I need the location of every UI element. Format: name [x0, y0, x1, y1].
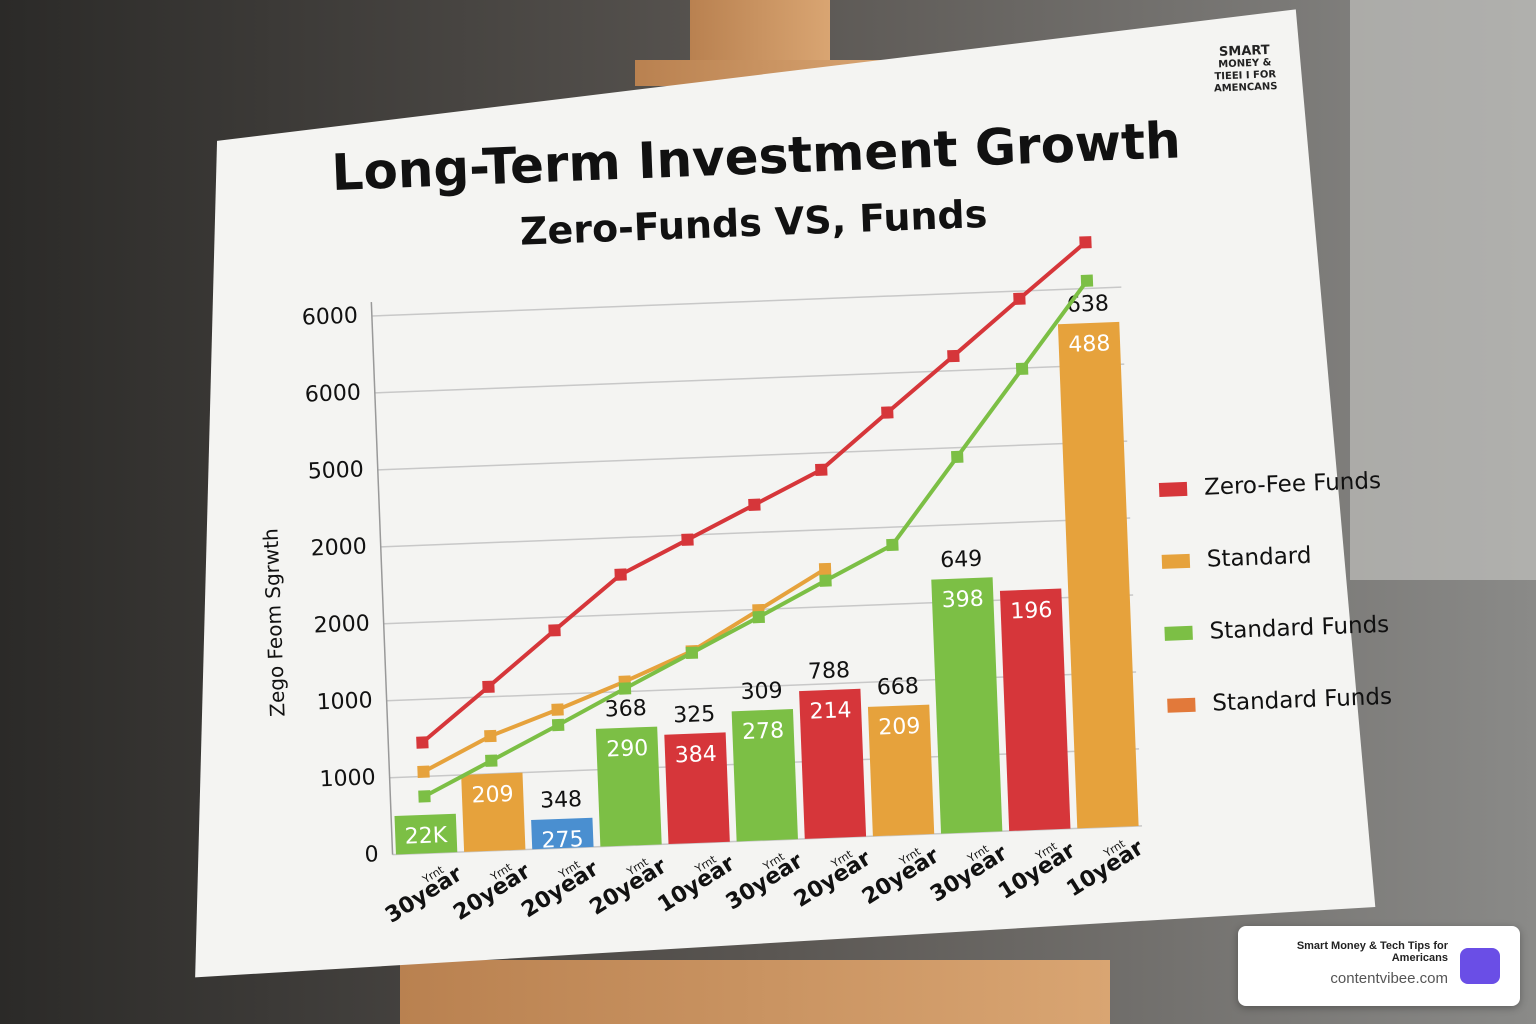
- grid-line: [374, 363, 1125, 394]
- line-marker: [548, 624, 561, 637]
- bar-top-label: 309: [740, 678, 783, 705]
- bar: [731, 709, 798, 842]
- y-tick-label: 0: [364, 842, 379, 868]
- grid-line: [380, 517, 1131, 548]
- y-tick-label: 6000: [304, 380, 361, 407]
- source-card: Smart Money & Tech Tips for Americans co…: [1238, 926, 1520, 1006]
- bar: [461, 772, 526, 852]
- card-site[interactable]: contentvibee.com: [1330, 970, 1448, 987]
- line-marker: [881, 406, 894, 419]
- line-marker: [417, 765, 430, 779]
- bar: [999, 588, 1071, 831]
- logo-line: SMART: [1219, 43, 1270, 60]
- grid-line: [371, 286, 1122, 317]
- bar: [595, 726, 662, 847]
- line-marker: [951, 450, 964, 464]
- line-marker: [815, 463, 828, 477]
- bar-inner-label: 275: [541, 827, 584, 854]
- bar-inner-label: 209: [878, 714, 921, 741]
- bar-inner-label: 22K: [404, 823, 448, 850]
- bar: [531, 817, 594, 850]
- bar-top-label: 638: [1066, 291, 1109, 318]
- line-marker: [551, 703, 564, 716]
- bar-top-label: 668: [876, 674, 919, 701]
- line-marker: [1079, 236, 1092, 249]
- y-tick-label: 1000: [319, 765, 376, 792]
- window: [1350, 0, 1536, 580]
- line-marker: [752, 610, 765, 624]
- card-tagline: Smart Money & Tech Tips for Americans: [1296, 940, 1448, 964]
- bar-inner-label: 398: [941, 587, 984, 614]
- bar: [394, 813, 458, 855]
- line-marker: [485, 754, 498, 767]
- bar-top-label: 368: [604, 696, 647, 723]
- legend-swatch: [1161, 553, 1191, 569]
- bar: [931, 577, 1003, 834]
- bar-inner-label: 196: [1010, 598, 1053, 625]
- y-tick-label: 2000: [310, 534, 367, 561]
- bar-inner-label: 278: [742, 718, 785, 745]
- line-marker: [685, 646, 699, 660]
- grid-line: [377, 440, 1128, 471]
- line-marker: [551, 718, 565, 732]
- bar: [867, 704, 935, 837]
- bar-inner-label: 290: [606, 736, 649, 763]
- legend-swatch: [1158, 481, 1188, 497]
- bar-inner-label: 209: [471, 782, 514, 809]
- line-marker: [1080, 274, 1094, 288]
- line-marker: [681, 533, 694, 546]
- line-marker: [818, 562, 832, 576]
- line-marker: [1013, 292, 1026, 306]
- line-marker: [886, 538, 899, 552]
- logo-line: MONEY &: [1218, 57, 1272, 70]
- y-tick-label: 5000: [307, 457, 364, 484]
- line-marker: [819, 574, 832, 587]
- bar-inner-label: 384: [674, 742, 717, 769]
- line-marker: [482, 680, 495, 694]
- line-marker: [614, 568, 627, 581]
- bar: [799, 688, 867, 839]
- legend-label: Standard: [1206, 543, 1312, 573]
- line-marker: [416, 736, 429, 749]
- line-marker: [618, 682, 632, 695]
- line-marker: [484, 729, 497, 743]
- legend-swatch: [1164, 625, 1193, 641]
- line-marker: [418, 790, 431, 803]
- logo-line: AMENCANS: [1214, 81, 1278, 94]
- legend-swatch: [1167, 697, 1196, 713]
- bar-top-label: 788: [808, 658, 851, 685]
- line-marker: [1015, 362, 1029, 376]
- line-marker: [748, 498, 761, 511]
- bar-inner-label: 214: [809, 698, 852, 725]
- y-tick-label: 6000: [301, 304, 358, 331]
- y-tick-label: 1000: [316, 688, 373, 715]
- bar-top-label: 649: [940, 547, 983, 574]
- card-icon: [1460, 948, 1500, 984]
- bar-top-label: 325: [673, 702, 716, 729]
- bar-top-label: 348: [540, 787, 583, 814]
- bar: [1057, 321, 1139, 829]
- bar: [664, 732, 730, 845]
- bar-inner-label: 488: [1068, 331, 1111, 358]
- line-marker: [947, 349, 960, 363]
- y-axis: [370, 302, 394, 855]
- y-tick-label: 2000: [313, 611, 370, 638]
- logo-line: TIEEI I FOR: [1214, 69, 1276, 82]
- easel-ledge: [400, 960, 1110, 1024]
